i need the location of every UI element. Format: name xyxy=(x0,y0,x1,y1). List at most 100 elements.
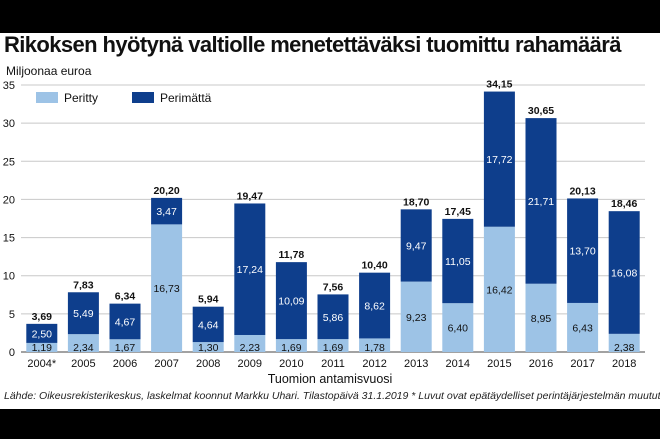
bar-segment-perittu xyxy=(442,303,474,352)
data-label-perimatta: 5,86 xyxy=(323,312,344,324)
data-label-perittu: 9,23 xyxy=(406,312,427,324)
bar-segment-perittu xyxy=(317,339,349,352)
bar-segment-perittu xyxy=(359,338,391,352)
data-label-total: 30,65 xyxy=(528,105,554,117)
y-axis-unit-label: Miljoonaa euroa xyxy=(6,64,92,78)
data-label-total: 6,34 xyxy=(115,291,136,303)
x-tick-label: 2008 xyxy=(196,358,220,370)
data-label-total: 3,69 xyxy=(32,311,53,323)
bar-segment-perimatta xyxy=(109,303,141,340)
y-tick-label: 25 xyxy=(3,156,15,168)
data-label-total: 17,45 xyxy=(445,206,471,218)
data-label-perittu: 16,42 xyxy=(486,284,512,296)
bar-segment-perittu xyxy=(109,339,141,352)
legend-label-perimatta: Perimättä xyxy=(160,91,212,105)
bar-segment-perittu xyxy=(567,302,599,352)
x-tick-label: 2007 xyxy=(154,358,178,370)
data-label-perimatta: 3,47 xyxy=(156,206,177,218)
bar-segment-perimatta xyxy=(400,209,432,282)
data-label-total: 7,83 xyxy=(73,279,94,291)
x-tick-label: 2015 xyxy=(487,358,511,370)
x-tick-label: 2006 xyxy=(113,358,137,370)
data-label-perimatta: 21,71 xyxy=(528,196,554,208)
data-label-perittu: 2,23 xyxy=(240,342,261,354)
data-label-perittu: 6,43 xyxy=(572,322,593,334)
data-label-total: 5,94 xyxy=(198,294,219,306)
y-tick-label: 30 xyxy=(3,118,15,130)
bar-segment-perimatta xyxy=(67,292,99,335)
data-label-perittu: 1,67 xyxy=(115,342,136,354)
data-label-perittu: 8,95 xyxy=(531,313,552,325)
x-tick-label: 2005 xyxy=(71,358,95,370)
x-axis-title: Tuomion antamisvuosi xyxy=(267,372,393,386)
data-label-total: 18,70 xyxy=(403,196,429,208)
data-label-perimatta: 17,72 xyxy=(486,154,512,166)
data-label-perimatta: 9,47 xyxy=(406,240,427,252)
data-label-total: 20,20 xyxy=(153,185,179,197)
data-label-perimatta: 10,09 xyxy=(278,296,304,308)
x-tick-label: 2010 xyxy=(279,358,303,370)
data-label-total: 18,46 xyxy=(611,198,637,210)
data-label-total: 19,47 xyxy=(237,190,263,202)
data-label-perimatta: 11,05 xyxy=(445,256,471,268)
bar-segment-perittu xyxy=(67,334,99,352)
x-tick-label: 2012 xyxy=(362,358,386,370)
bar-segment-perimatta xyxy=(317,294,349,340)
bar-segment-perimatta xyxy=(525,118,557,284)
y-tick-label: 20 xyxy=(3,194,15,206)
y-tick-label: 15 xyxy=(3,233,15,245)
data-label-perimatta: 5,49 xyxy=(73,308,94,320)
data-label-total: 7,56 xyxy=(323,281,344,293)
source-note: Lähde: Oikeusrekisterikeskus, laskelmat … xyxy=(4,390,660,402)
data-label-total: 10,40 xyxy=(361,260,387,272)
bar-segment-perittu xyxy=(151,224,183,352)
legend-label-perittu: Perittу xyxy=(64,91,98,105)
data-label-perittu: 1,19 xyxy=(32,342,53,354)
bar-segment-perimatta xyxy=(234,203,266,335)
y-tick-label: 10 xyxy=(3,271,15,283)
data-label-perittu: 6,40 xyxy=(448,323,469,335)
chart-panel: Rikoksen hyötynä valtiolle menetettäväks… xyxy=(0,33,660,409)
bar-segment-perittu xyxy=(400,281,432,352)
bar-segment-perittu xyxy=(192,342,224,352)
bar-segment-perimatta xyxy=(442,218,474,304)
data-label-total: 11,78 xyxy=(279,249,305,261)
bar-segment-perimatta xyxy=(151,197,183,225)
x-tick-label: 2009 xyxy=(238,358,262,370)
data-label-perittu: 1,78 xyxy=(364,342,385,354)
data-label-perittu: 1,69 xyxy=(323,342,344,354)
bar-segment-perimatta xyxy=(567,198,599,303)
x-tick-label: 2013 xyxy=(404,358,428,370)
bar-segment-perittu xyxy=(483,226,515,352)
x-tick-label: 2016 xyxy=(529,358,553,370)
data-label-perittu: 16,73 xyxy=(153,283,179,295)
data-label-perittu: 2,34 xyxy=(73,342,94,354)
x-tick-label: 2017 xyxy=(570,358,594,370)
bar-segment-perimatta xyxy=(608,211,640,334)
bar-segment-perimatta xyxy=(359,272,391,339)
y-tick-label: 0 xyxy=(9,347,15,359)
data-label-perimatta: 2,50 xyxy=(32,328,53,340)
bar-segment-perittu xyxy=(608,333,640,352)
stacked-bar-chart: 0 5 10 15 20 25 30 35 1,19 2,50 3,69 2004* 2,34 5,49 7… xyxy=(3,79,645,370)
bar-segment-perimatta xyxy=(483,91,515,227)
data-label-total: 34,15 xyxy=(486,79,512,91)
data-label-perimatta: 13,70 xyxy=(569,246,595,258)
bar-segment-perittu xyxy=(26,342,58,352)
data-label-total: 20,13 xyxy=(569,185,595,197)
chart-title: Rikoksen hyötynä valtiolle menetettäväks… xyxy=(4,33,621,57)
bar-segment-perittu xyxy=(525,283,557,352)
data-label-perimatta: 4,67 xyxy=(115,316,136,328)
x-tick-label: 2014 xyxy=(446,358,470,370)
data-label-perittu: 1,30 xyxy=(198,342,219,354)
bar-segment-perittu xyxy=(234,334,266,352)
data-label-perimatta: 8,62 xyxy=(364,301,385,313)
legend-swatch-perittu xyxy=(36,92,58,103)
data-label-perittu: 2,38 xyxy=(614,342,635,354)
bar-segment-perimatta xyxy=(26,323,58,343)
y-tick-label: 5 xyxy=(9,309,15,321)
data-label-perittu: 1,69 xyxy=(281,342,302,354)
bar-segment-perimatta xyxy=(192,306,224,343)
x-tick-label: 2004* xyxy=(27,358,56,370)
x-tick-label: 2018 xyxy=(612,358,636,370)
